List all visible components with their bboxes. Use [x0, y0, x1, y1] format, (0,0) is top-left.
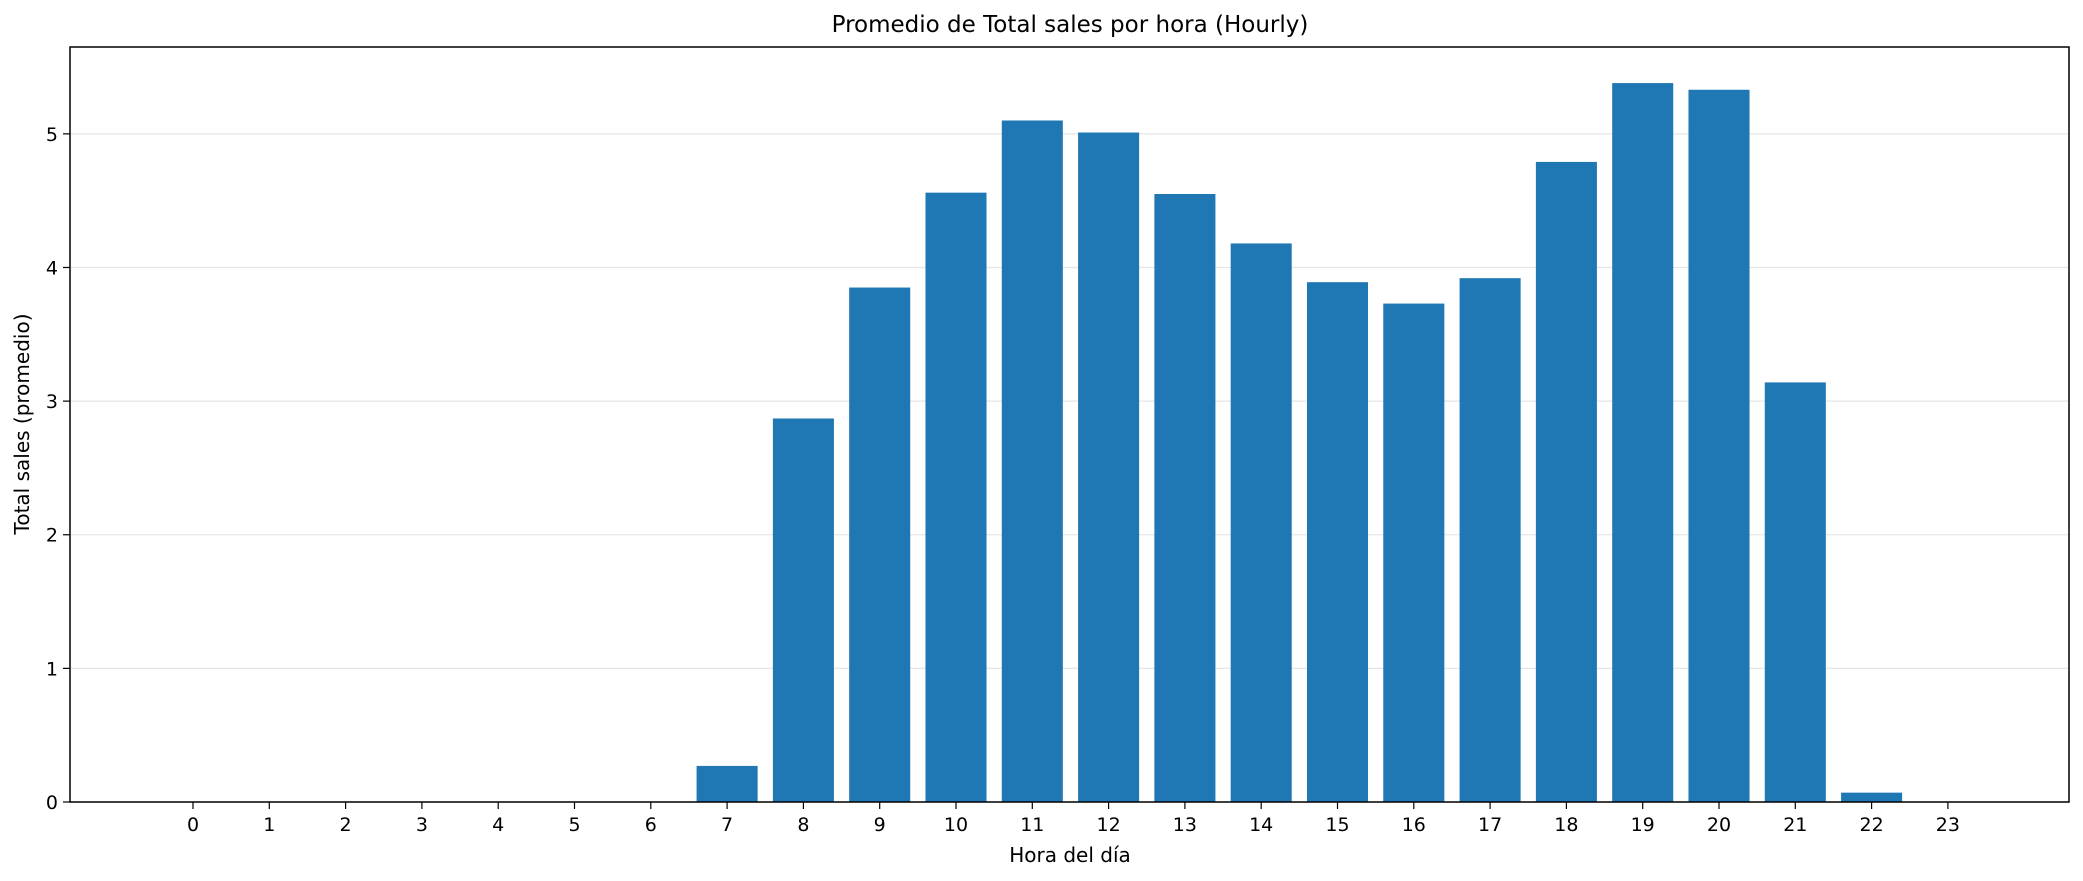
- y-tick-label: 4: [46, 257, 58, 279]
- bar-hour-19: [1612, 83, 1674, 802]
- x-tick-label: 21: [1783, 814, 1807, 836]
- x-tick-label: 13: [1173, 814, 1197, 836]
- chart-title: Promedio de Total sales por hora (Hourly…: [832, 12, 1309, 38]
- x-tick-label: 12: [1097, 814, 1121, 836]
- x-tick-label: 5: [568, 814, 580, 836]
- y-tick-label: 1: [46, 658, 58, 680]
- bar-hour-16: [1383, 303, 1445, 802]
- bar-hour-10: [925, 192, 987, 803]
- x-tick-label: 3: [416, 814, 428, 836]
- x-axis-label: Hora del día: [1009, 843, 1131, 867]
- x-tick-label: 23: [1936, 814, 1960, 836]
- bar-hour-17: [1459, 278, 1521, 802]
- x-tick-label: 1: [263, 814, 275, 836]
- x-axis: 0 1 2 3 4 5 6 7 8 9 10 11 12 13 14 15 16 17 18 19 20 21 22 23: [187, 802, 1960, 836]
- bar-hour-15: [1306, 282, 1369, 802]
- y-axis-label: Total sales (promedio): [10, 314, 34, 536]
- bar-hour-18: [1535, 161, 1597, 802]
- y-tick-label: 0: [46, 792, 58, 814]
- x-tick-label: 10: [944, 814, 968, 836]
- x-tick-label: 22: [1860, 814, 1884, 836]
- x-tick-label: 17: [1478, 814, 1502, 836]
- x-tick-label: 11: [1020, 814, 1044, 836]
- bar-hour-11: [1001, 120, 1063, 802]
- x-tick-label: 18: [1554, 814, 1578, 836]
- y-tick-label: 3: [46, 391, 58, 413]
- x-tick-label: 8: [797, 814, 809, 836]
- bar-hour-13: [1154, 193, 1216, 802]
- y-axis: 0 1 2 3 4 5: [46, 124, 70, 814]
- bar-hour-9: [849, 287, 911, 802]
- plot-frame: [69, 46, 2070, 803]
- bar-hour-8: [772, 418, 834, 802]
- x-tick-label: 0: [187, 814, 199, 836]
- bar-hour-12: [1078, 132, 1140, 803]
- x-tick-label: 16: [1402, 814, 1426, 836]
- bar-hour-21: [1764, 382, 1826, 802]
- x-tick-label: 20: [1707, 814, 1731, 836]
- bar-hour-22: [1841, 792, 1903, 802]
- bar-hour-14: [1230, 243, 1292, 803]
- x-tick-label: 4: [492, 814, 504, 836]
- y-tick-label: 2: [46, 525, 58, 547]
- bar-hour-20: [1688, 89, 1750, 803]
- x-tick-label: 15: [1325, 814, 1349, 836]
- y-tick-label: 5: [46, 124, 58, 146]
- bar-hour-7: [696, 765, 758, 802]
- x-tick-label: 2: [340, 814, 352, 836]
- x-tick-label: 19: [1631, 814, 1655, 836]
- bars: [696, 83, 1903, 803]
- x-tick-label: 9: [874, 814, 886, 836]
- x-tick-label: 6: [645, 814, 657, 836]
- x-tick-label: 7: [721, 814, 733, 836]
- x-tick-label: 14: [1249, 814, 1273, 836]
